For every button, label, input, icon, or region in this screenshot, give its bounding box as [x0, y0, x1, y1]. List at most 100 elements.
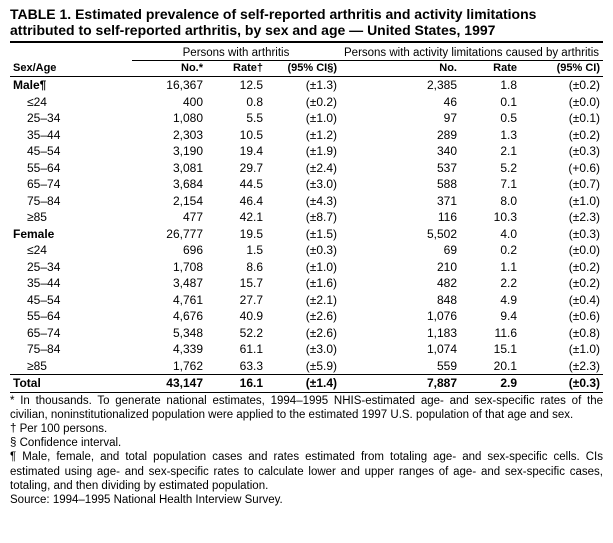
table-row: Female 26,777 19.5 (±1.5) 5,502 4.0 (±0.3) [10, 226, 603, 243]
table-cell: 2.9 [460, 374, 520, 393]
table-row: ≥85 1,762 63.3 (±5.9) 559 20.1 (±2.3) [10, 358, 603, 375]
table-row: 55–64 3,081 29.7 (±2.4) 537 5.2 (+0.6) [10, 160, 603, 177]
table-cell: 477 [182, 210, 203, 224]
table-cell: (±0.3) [568, 226, 601, 241]
table-cell: (±1.0) [568, 193, 601, 208]
table-cell: 1,076 [426, 309, 457, 323]
table-row: ≥85 477 42.1 (±8.7) 116 10.3 (±2.3) [10, 209, 603, 226]
table-cell: 1,074 [426, 342, 457, 356]
table-cell: 15.7 [239, 276, 263, 290]
column-header: (95% CI§) [266, 60, 340, 77]
row-label: 65–74 [27, 177, 61, 191]
table-cell: (±1.0) [568, 342, 601, 356]
table-cell: 8.0 [500, 193, 517, 208]
table-cell: (±0.0) [568, 94, 601, 109]
spacer [10, 43, 132, 61]
table-cell: 4,339 [172, 342, 203, 356]
table-row: 25–34 1,708 8.6 (±1.0) 210 1.1 (±0.2) [10, 259, 603, 276]
table-cell: 5.2 [500, 160, 517, 175]
row-label: ≥85 [27, 358, 47, 373]
table-cell: 61.1 [239, 342, 263, 356]
table-cell: 44.5 [239, 177, 263, 191]
table-cell: (±8.7) [305, 210, 337, 224]
row-label: ≥85 [27, 210, 47, 224]
row-label: ≤24 [27, 243, 47, 257]
table-cell: (±1.2) [305, 127, 337, 142]
table-cell: 1,708 [172, 259, 203, 274]
table-cell: (±0.6) [568, 309, 601, 323]
table-cell: 848 [436, 292, 457, 307]
table-cell: 588 [436, 177, 457, 191]
table-cell: 46.4 [239, 193, 263, 208]
table-cell: 19.5 [239, 226, 263, 241]
table-cell: 20.1 [493, 358, 517, 373]
table-cell: (±3.0) [305, 342, 337, 356]
table-cell: 29.7 [239, 160, 263, 175]
document: TABLE 1. Estimated prevalence of self-re… [10, 6, 604, 506]
table-cell: 40.9 [239, 309, 263, 323]
table-cell: 10.3 [493, 210, 517, 224]
column-header: Rate† [206, 60, 266, 77]
table-cell: 69 [443, 243, 457, 257]
table-row: 45–54 3,190 19.4 (±1.9) 340 2.1 (±0.3) [10, 143, 603, 160]
table-cell: (±1.0) [305, 259, 337, 274]
footnote: † Per 100 persons. [10, 422, 108, 435]
row-label: 65–74 [27, 325, 61, 340]
table-cell: 1.8 [500, 78, 517, 92]
table-cell: 2,303 [172, 127, 203, 142]
row-label: 75–84 [27, 193, 61, 208]
table-cell: (±1.4) [266, 374, 340, 393]
table-cell: (±2.6) [305, 309, 337, 323]
table-title: TABLE 1. Estimated prevalence of self-re… [10, 6, 603, 43]
row-label: 45–54 [27, 144, 61, 158]
footnote: Source: 1994–1995 National Health Interv… [10, 493, 283, 506]
table-cell: 15.1 [493, 342, 517, 356]
table-cell: 11.6 [494, 325, 517, 340]
table-cell: 16,367 [166, 78, 203, 92]
table-cell: 7.1 [500, 177, 517, 191]
column-header: Rate [460, 60, 520, 77]
row-label: Male¶ [13, 78, 47, 92]
row-label: 25–34 [27, 111, 61, 125]
table-cell: 4.9 [500, 292, 517, 307]
table-row: 35–44 3,487 15.7 (±1.6) 482 2.2 (±0.2) [10, 275, 603, 292]
table-cell: 4,676 [172, 309, 203, 323]
table-cell: (±0.2) [568, 276, 601, 290]
table-row: 45–54 4,761 27.7 (±2.1) 848 4.9 (±0.4) [10, 292, 603, 309]
table-cell: (±1.0) [305, 111, 337, 125]
table-row: ≤24 696 1.5 (±0.3) 69 0.2 (±0.0) [10, 242, 603, 259]
table-cell: 1.3 [500, 127, 517, 142]
row-label: 25–34 [27, 259, 61, 274]
table-row: 25–34 1,080 5.5 (±1.0) 97 0.5 (±0.1) [10, 110, 603, 127]
table-cell: 1.1 [500, 259, 517, 274]
group-header: Persons with activity limitations caused… [340, 43, 604, 61]
table-cell: 2.1 [500, 144, 517, 158]
table-cell: 2,385 [426, 78, 457, 92]
table-cell: 537 [436, 160, 457, 175]
row-label: 55–64 [27, 309, 61, 323]
table-cell: 5,348 [172, 325, 203, 340]
table-row: 75–84 2,154 46.4 (±4.3) 371 8.0 (±1.0) [10, 193, 603, 210]
group-header-row: Persons with arthritis Persons with acti… [10, 43, 604, 61]
table-cell: (±0.7) [568, 177, 601, 191]
column-header: No.* [132, 60, 206, 77]
table-cell: 3,190 [172, 144, 203, 158]
table-cell: (±0.2) [568, 259, 601, 274]
table-cell: (±1.9) [305, 144, 337, 158]
row-label: 45–54 [27, 292, 61, 307]
table-cell: 63.3 [239, 358, 263, 373]
table-cell: 4,761 [172, 292, 203, 307]
table-cell: 9.4 [500, 309, 517, 323]
table-cell: 27.7 [239, 292, 263, 307]
table-row: Total 43,147 16.1 (±1.4) 7,887 2.9 (±0.3) [10, 374, 604, 393]
table-cell: 3,684 [172, 177, 203, 191]
table-cell: 52.2 [239, 325, 263, 340]
table-cell: 2.2 [500, 276, 517, 290]
table-cell: (±0.2) [568, 127, 601, 142]
table-cell: 1,762 [172, 358, 203, 373]
table-cell: 8.6 [246, 259, 263, 274]
table-cell: (±0.3) [520, 374, 604, 393]
table-cell: 210 [436, 259, 457, 274]
table-row: 35–44 2,303 10.5 (±1.2) 289 1.3 (±0.2) [10, 127, 603, 144]
